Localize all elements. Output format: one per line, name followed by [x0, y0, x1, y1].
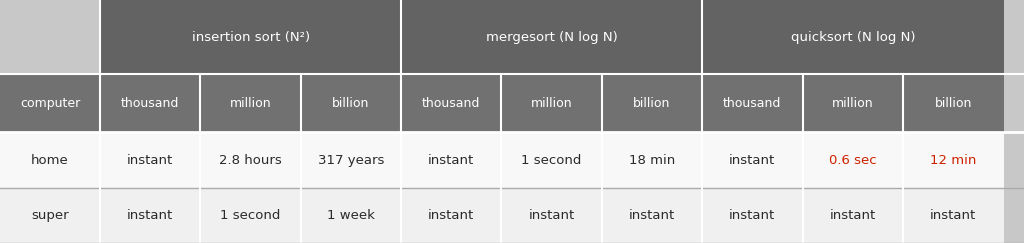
Text: thousand: thousand [723, 97, 781, 110]
Text: quicksort (N log N): quicksort (N log N) [791, 31, 915, 43]
Bar [301, 132, 401, 188]
Bar [100, 132, 201, 188]
Text: instant: instant [729, 154, 775, 167]
Text: insertion sort (N²): insertion sort (N²) [191, 31, 309, 43]
Bar [602, 188, 702, 243]
Text: 18 min: 18 min [629, 154, 675, 167]
Text: instant: instant [127, 154, 173, 167]
Text: 317 years: 317 years [317, 154, 384, 167]
Bar [0, 132, 100, 188]
Bar [100, 0, 401, 74]
Bar [702, 74, 803, 132]
Text: million: million [831, 97, 873, 110]
Text: home: home [31, 154, 69, 167]
Text: 0.6 sec: 0.6 sec [828, 154, 877, 167]
Bar [702, 188, 803, 243]
Text: 1 week: 1 week [327, 209, 375, 222]
Bar [803, 132, 903, 188]
Text: billion: billion [633, 97, 671, 110]
Bar [803, 188, 903, 243]
Text: instant: instant [930, 209, 976, 222]
Bar [401, 188, 502, 243]
Bar [602, 132, 702, 188]
Text: mergesort (N log N): mergesort (N log N) [485, 31, 617, 43]
Bar [602, 74, 702, 132]
Bar [903, 74, 1004, 132]
Bar [201, 74, 301, 132]
Text: 12 min: 12 min [930, 154, 976, 167]
Bar [401, 74, 502, 132]
Bar [502, 74, 602, 132]
Text: thousand: thousand [422, 97, 480, 110]
Bar [702, 132, 803, 188]
Text: million: million [530, 97, 572, 110]
Bar [100, 188, 201, 243]
Text: instant: instant [829, 209, 876, 222]
Bar [301, 74, 401, 132]
Text: instant: instant [528, 209, 574, 222]
Text: instant: instant [428, 154, 474, 167]
Bar [201, 132, 301, 188]
Bar [903, 188, 1004, 243]
Bar [0, 74, 100, 132]
Bar [903, 132, 1004, 188]
Text: super: super [31, 209, 69, 222]
Bar [0, 0, 100, 74]
Bar [803, 74, 903, 132]
Bar [100, 74, 201, 132]
Bar [502, 188, 602, 243]
Text: instant: instant [428, 209, 474, 222]
Text: billion: billion [332, 97, 370, 110]
Text: instant: instant [729, 209, 775, 222]
Bar [201, 188, 301, 243]
Text: 1 second: 1 second [521, 154, 582, 167]
Bar [0, 188, 100, 243]
Text: instant: instant [127, 209, 173, 222]
Text: 1 second: 1 second [220, 209, 281, 222]
Bar [301, 188, 401, 243]
Bar [401, 132, 502, 188]
Text: computer: computer [19, 97, 80, 110]
Bar [502, 132, 602, 188]
Bar [702, 0, 1004, 74]
Text: billion: billion [935, 97, 972, 110]
Text: 2.8 hours: 2.8 hours [219, 154, 282, 167]
Text: thousand: thousand [121, 97, 179, 110]
Text: million: million [229, 97, 271, 110]
Text: instant: instant [629, 209, 675, 222]
Bar [401, 0, 702, 74]
